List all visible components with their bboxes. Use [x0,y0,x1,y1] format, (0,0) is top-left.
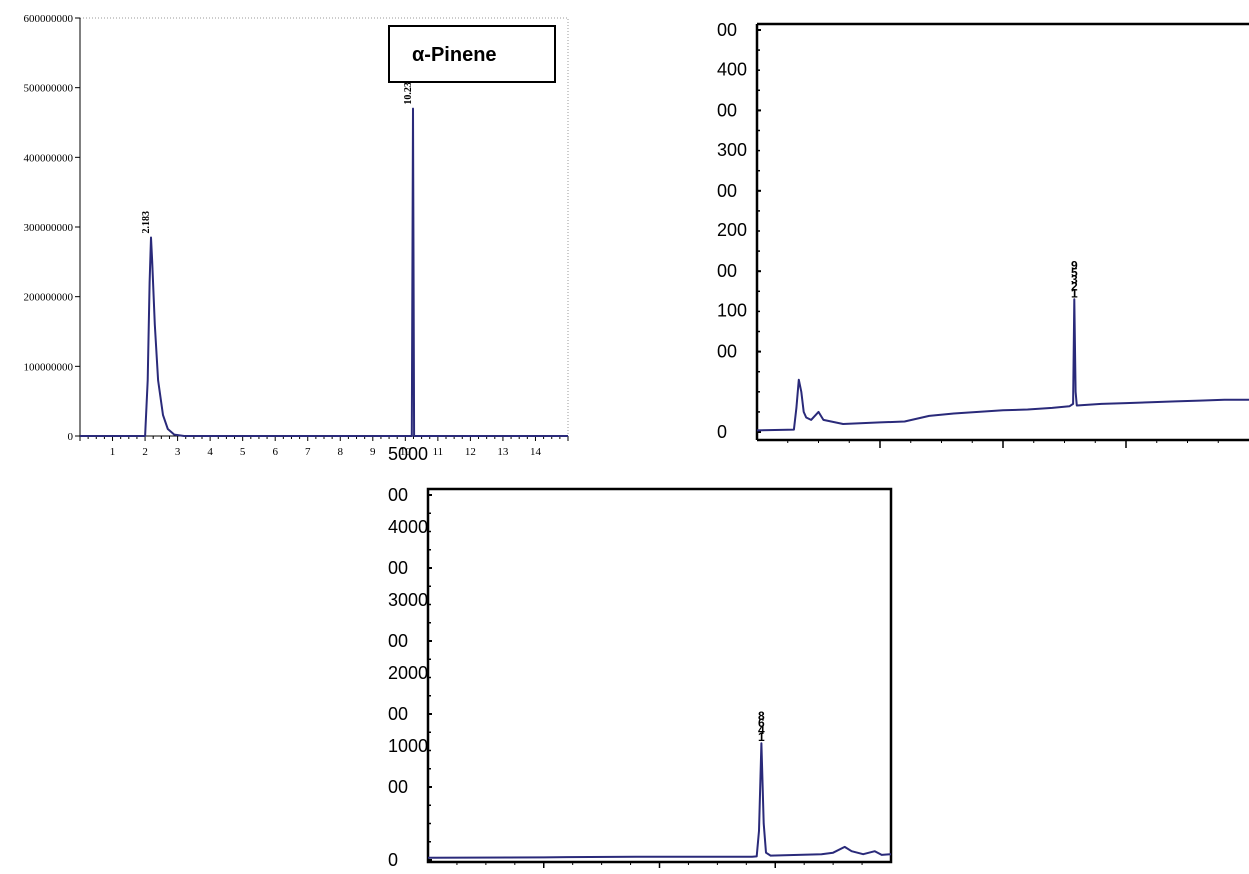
y-tick-label: 2000 [388,663,428,683]
y-tick-label: 00 [717,100,737,120]
x-tick-label: 8 [338,446,344,458]
y-tick-label: 300 [717,140,747,160]
peak-label: 1 [758,730,765,744]
y-tick-label: 4000 [388,517,428,537]
title-box: α-Pinene [388,25,556,83]
y-tick-label: 0 [68,431,74,443]
y-tick-label: 00 [388,631,408,651]
x-tick-label: 14 [530,446,542,458]
y-tick-label: 00 [717,342,737,362]
x-tick-label: 11 [433,446,444,458]
x-tick-label: 13 [497,446,509,458]
peak-label: 9 [1071,258,1078,272]
y-tick-label: 00 [388,704,408,724]
peak-label: 1 [1071,286,1078,300]
peak-label: 6 [758,716,765,730]
x-tick-label: 12 [465,446,476,458]
peak-label: 2.183 [141,211,152,234]
y-tick-label: 00 [717,20,737,40]
x-tick-label: 5 [240,446,246,458]
y-tick-label: 00 [388,485,408,505]
peak-label: 5 [1071,265,1078,279]
x-tick-label: 6 [272,446,278,458]
y-tick-label: 100000000 [24,361,74,373]
y-tick-label: 0 [717,422,727,442]
y-tick-label: 00 [717,261,737,281]
peak-label: 8 [758,709,765,723]
x-tick-label: 1 [110,446,116,458]
y-tick-label: 100 [717,301,747,321]
y-tick-label: 00 [717,181,737,201]
chart-title: α-Pinene [412,44,497,66]
peak-label: 2 [1071,279,1078,293]
plot-frame [426,487,893,864]
y-tick-label: 3000 [388,590,428,610]
peak-label: 10.236 [403,77,414,105]
series-line [427,742,892,859]
y-tick-label: 00 [388,558,408,578]
y-tick-label: 00 [388,777,408,797]
y-tick-label: 600000000 [24,13,74,25]
y-tick-label: 0 [388,850,398,870]
peak-label: 3 [1071,272,1078,286]
y-tick-label: 200 [717,220,747,240]
peak-label: 4 [758,723,765,737]
y-tick-label: 1000 [388,736,428,756]
series-line [756,298,1249,432]
x-tick-label: 10 [400,446,412,458]
y-tick-label: 5000 [388,444,428,464]
y-tick-label: 200000000 [24,292,74,304]
chart-alpha-pinene: 0 100000000 200000000 300000000 400000000 500… [24,13,569,458]
x-tick-label: 7 [305,446,311,458]
series-line [80,107,568,437]
x-tick-label: 9 [370,446,376,458]
x-tick-label: 3 [175,446,181,458]
y-tick-label: 400 [717,59,747,79]
y-tick-label: 500000000 [24,83,74,95]
x-tick-label: 4 [207,446,213,458]
x-tick-label: 2 [142,446,148,458]
title-box-border [388,25,556,83]
y-tick-label: 400000000 [24,152,74,164]
y-tick-label: 300000000 [24,222,74,234]
